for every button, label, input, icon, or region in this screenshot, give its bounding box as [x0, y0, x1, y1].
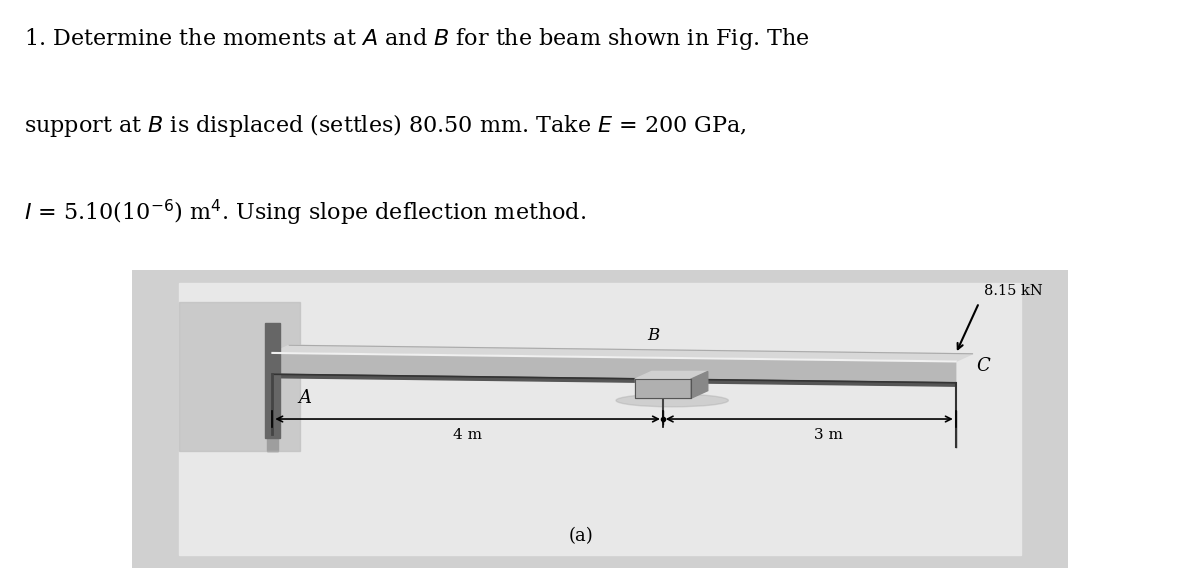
Bar — [265, 323, 280, 438]
Text: 3 m: 3 m — [814, 428, 842, 443]
Ellipse shape — [616, 394, 728, 407]
Text: support at $B$ is displaced (settles) 80.50 mm. Take $E$ = 200 GPa,: support at $B$ is displaced (settles) 80… — [24, 112, 746, 139]
Text: A: A — [299, 389, 312, 407]
Text: (a): (a) — [569, 527, 594, 545]
Polygon shape — [272, 353, 955, 383]
Polygon shape — [272, 345, 972, 362]
Text: C: C — [977, 356, 990, 375]
Text: B: B — [647, 327, 660, 344]
Text: $I$ = 5.10(10$^{-6}$) m$^4$. Using slope deflection method.: $I$ = 5.10(10$^{-6}$) m$^4$. Using slope… — [24, 197, 586, 228]
Text: 4 m: 4 m — [454, 428, 482, 443]
Polygon shape — [635, 379, 691, 398]
Polygon shape — [691, 371, 708, 398]
Polygon shape — [635, 371, 708, 379]
Bar — [266, 340, 278, 451]
Bar — [179, 302, 300, 451]
Text: 8.15 kN: 8.15 kN — [984, 284, 1043, 298]
Text: 1. Determine the moments at $A$ and $B$ for the beam shown in Fig. The: 1. Determine the moments at $A$ and $B$ … — [24, 26, 809, 52]
Polygon shape — [272, 374, 955, 386]
